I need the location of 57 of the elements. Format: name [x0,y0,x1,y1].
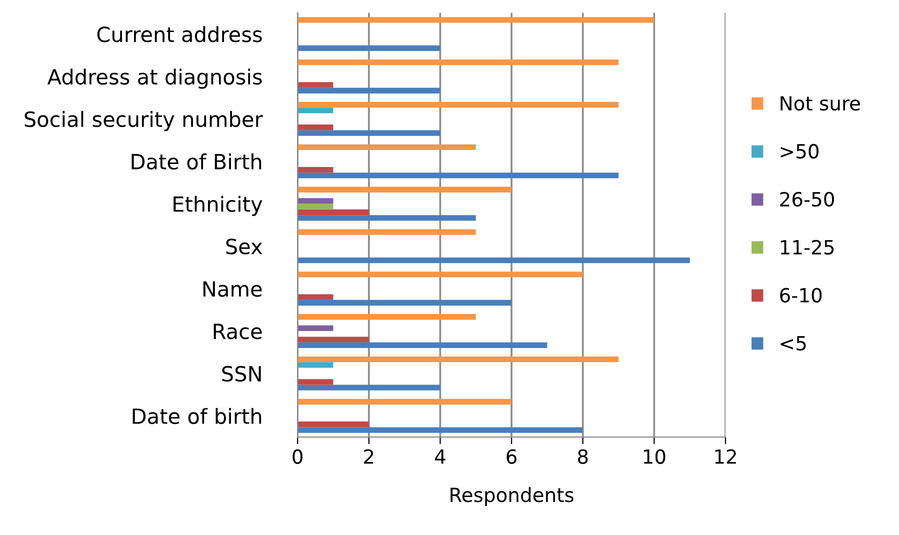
legend-label: <5 [780,336,806,351]
y-tick-label: Social security number [24,110,263,132]
bar [298,204,334,210]
y-tick-label: Name [203,281,262,297]
bar [298,172,619,178]
y-tick-label: Ethnicity [174,196,262,216]
bar [298,108,334,114]
bar [298,215,476,221]
legend-label: 26-50 [780,192,834,207]
bar [298,102,619,108]
x-tick-label: 0 [292,449,302,464]
bar [298,384,440,390]
y-tick-label: Address at diagnosis [47,68,262,89]
y-tick-label: Race [214,324,262,340]
x-tick-label: 6 [506,449,516,464]
bar [298,17,654,23]
bar [298,325,334,332]
x-tick-label: 8 [578,449,588,464]
bar [298,198,334,204]
bar [298,342,548,348]
legend-label: 6-10 [780,288,822,303]
bar [298,88,440,94]
bar [298,427,583,433]
bar [298,300,512,306]
legend-label: 11-25 [780,240,834,255]
x-tick-label: 2 [364,449,374,464]
bar [298,336,369,342]
bar [298,314,476,320]
bar [298,166,334,173]
legend-label: >50 [780,144,819,159]
x-tick-label: 12 [715,449,736,464]
bar [298,398,512,405]
bar [298,209,369,216]
y-tick-label: Sex [226,238,262,254]
bar [298,257,690,264]
x-tick-label: 4 [434,450,446,464]
bar [298,272,583,278]
y-tick-label: SSN [222,366,261,382]
y-tick-label: Date of birth [132,408,262,424]
y-tick-label: Current address [97,26,262,42]
bar [298,45,440,52]
bar [298,356,619,362]
bar [298,82,334,88]
x-axis-title: Respondents [450,487,574,506]
bar [298,124,334,130]
bar [298,130,440,136]
y-tick-label: Date of Birth [132,153,262,170]
bar [298,144,476,150]
bar [298,379,334,385]
bar [298,186,512,192]
bar [298,294,334,300]
bar [298,362,334,368]
legend-label: Not sure [780,96,860,111]
bar [298,422,369,428]
bar [298,229,476,235]
x-tick-label: 10 [644,449,666,464]
bar [298,60,619,66]
